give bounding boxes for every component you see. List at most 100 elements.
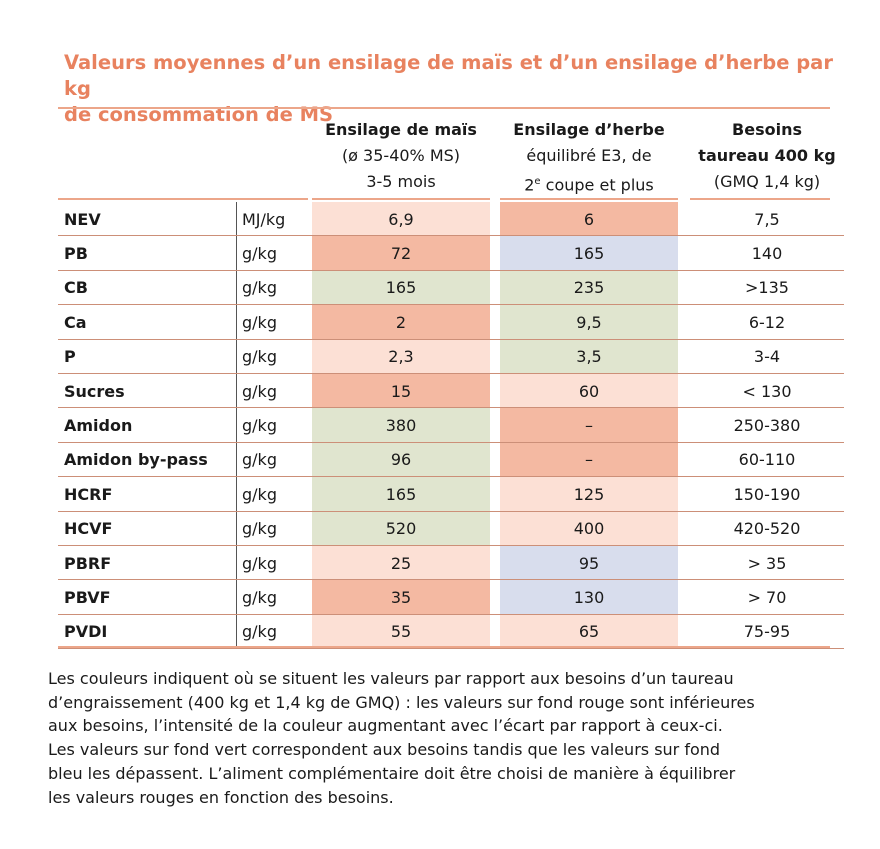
cell-mais: 6,9 <box>312 202 490 237</box>
header-rule-labels <box>58 198 308 200</box>
note-line: aux besoins, l’intensité de la couleur a… <box>48 716 723 736</box>
row-divider <box>58 235 844 237</box>
unit-separator <box>236 614 237 650</box>
cell-mais: 96 <box>312 442 490 478</box>
unit-separator <box>236 477 237 512</box>
row-divider <box>58 269 844 271</box>
row-unit: g/kg <box>242 278 277 298</box>
row-divider <box>58 613 844 615</box>
row-unit: g/kg <box>242 553 277 573</box>
cell-herbe: – <box>500 442 678 478</box>
table-row: PBVF g/kg 35 130 > 70 <box>58 580 844 615</box>
legend-note: Les couleurs indiquent où se situent les… <box>48 667 868 809</box>
header-mais-line-2: (ø 35-40% MS) <box>341 146 461 165</box>
cell-besoins: 150-190 <box>733 484 801 504</box>
row-unit: g/kg <box>242 312 277 332</box>
header-herbe-line-1: Ensilage d’herbe <box>513 120 665 139</box>
cell-mais: 2,3 <box>312 339 490 374</box>
cell-mais: 15 <box>312 374 490 409</box>
row-divider <box>58 648 844 650</box>
cell-mais: 380 <box>312 408 490 443</box>
cell-besoins: 3-4 <box>753 347 781 367</box>
table-row: HCRF g/kg 165 125 150-190 <box>58 477 844 512</box>
unit-separator <box>236 442 237 478</box>
cell-besoins: 7,5 <box>754 209 780 229</box>
cell-mais: 25 <box>312 546 490 581</box>
cell-mais: 165 <box>312 477 490 512</box>
cell-herbe: 400 <box>500 511 678 546</box>
cell-herbe: 60 <box>500 374 678 409</box>
table-row: CB g/kg 165 235 >135 <box>58 270 844 306</box>
unit-separator <box>236 580 237 615</box>
cell-herbe: 130 <box>500 580 678 615</box>
unit-separator <box>236 374 237 409</box>
row-divider <box>58 407 844 409</box>
note-line: Les couleurs indiquent où se situent les… <box>48 669 734 688</box>
header-mais-line-3: 3-5 mois <box>366 172 436 191</box>
table-row: NEV MJ/kg 6,9 6 7,5 <box>58 202 844 237</box>
header-besoins-line-1: Besoins <box>732 120 802 139</box>
note-line: d’engraissement (400 kg et 1,4 kg de GMQ… <box>48 692 755 712</box>
row-label: PVDI <box>64 622 108 642</box>
row-divider <box>58 372 844 374</box>
table-row: HCVF g/kg 520 400 420-520 <box>58 511 844 546</box>
table-row: PBRF g/kg 25 95 > 35 <box>58 546 844 581</box>
row-label: NEV <box>64 209 101 229</box>
cell-herbe: – <box>500 408 678 443</box>
cell-herbe: 3,5 <box>500 339 678 374</box>
note-line: Les valeurs sur fond vert correspondent … <box>48 740 721 760</box>
unit-separator <box>236 339 237 374</box>
row-label: HCVF <box>64 519 113 539</box>
row-unit: g/kg <box>242 416 277 436</box>
table-row: Ca g/kg 2 9,5 6-12 <box>58 305 844 340</box>
header-rule-mais <box>312 198 490 200</box>
row-divider <box>58 544 844 546</box>
cell-besoins: 140 <box>751 244 783 264</box>
table-row: Sucres g/kg 15 60 < 130 <box>58 374 844 409</box>
table-row: PVDI g/kg 55 65 75-95 <box>58 614 844 650</box>
row-unit: g/kg <box>242 347 277 367</box>
cell-mais: 2 <box>312 305 490 340</box>
row-label: PB <box>64 244 88 264</box>
unit-separator <box>236 202 237 237</box>
unit-separator <box>236 511 237 546</box>
header-herbe-line-3-text: coupe et plus <box>540 175 654 195</box>
row-label: Ca <box>64 312 87 332</box>
unit-separator <box>236 546 237 581</box>
cell-herbe: 95 <box>500 546 678 581</box>
header-herbe-line-3: 2e coupe et plus <box>500 169 678 198</box>
title-line-1: Valeurs moyennes d’un ensilage de maïs e… <box>64 51 833 100</box>
cell-besoins: 420-520 <box>733 519 801 539</box>
header-herbe-ordinal: 2 <box>524 175 535 195</box>
table-bottom-divider <box>58 646 830 648</box>
cell-herbe: 9,5 <box>500 305 678 340</box>
cell-besoins: < 130 <box>742 381 792 401</box>
cell-mais: 35 <box>312 580 490 615</box>
header-ensilage-herbe: Ensilage d’herbe équilibré E3, de 2e cou… <box>500 117 678 198</box>
row-unit: g/kg <box>242 450 277 470</box>
cell-mais: 520 <box>312 511 490 546</box>
row-unit: g/kg <box>242 622 277 642</box>
row-label: Amidon by-pass <box>64 450 208 470</box>
cell-besoins: 60-110 <box>738 450 796 470</box>
row-label: PBVF <box>64 588 111 608</box>
row-label: Sucres <box>64 381 125 401</box>
cell-besoins: >135 <box>745 278 789 298</box>
cell-mais: 165 <box>312 270 490 306</box>
row-unit: MJ/kg <box>242 209 286 229</box>
table-row: Amidon by-pass g/kg 96– 60-110 <box>58 442 844 478</box>
row-unit: g/kg <box>242 519 277 539</box>
cell-herbe: 65 <box>500 614 678 650</box>
row-divider <box>58 338 844 340</box>
cell-besoins: 250-380 <box>733 416 801 436</box>
unit-separator <box>236 270 237 306</box>
header-rule-herbe <box>500 198 678 200</box>
cell-herbe: 165 <box>500 236 678 271</box>
header-herbe-ordinal-sup: e <box>534 176 541 187</box>
row-divider <box>58 579 844 581</box>
row-unit: g/kg <box>242 484 277 504</box>
header-mais-line-1: Ensilage de maïs <box>325 120 477 139</box>
unit-separator <box>236 236 237 271</box>
note-line: les valeurs rouges en fonction des besoi… <box>48 787 394 807</box>
